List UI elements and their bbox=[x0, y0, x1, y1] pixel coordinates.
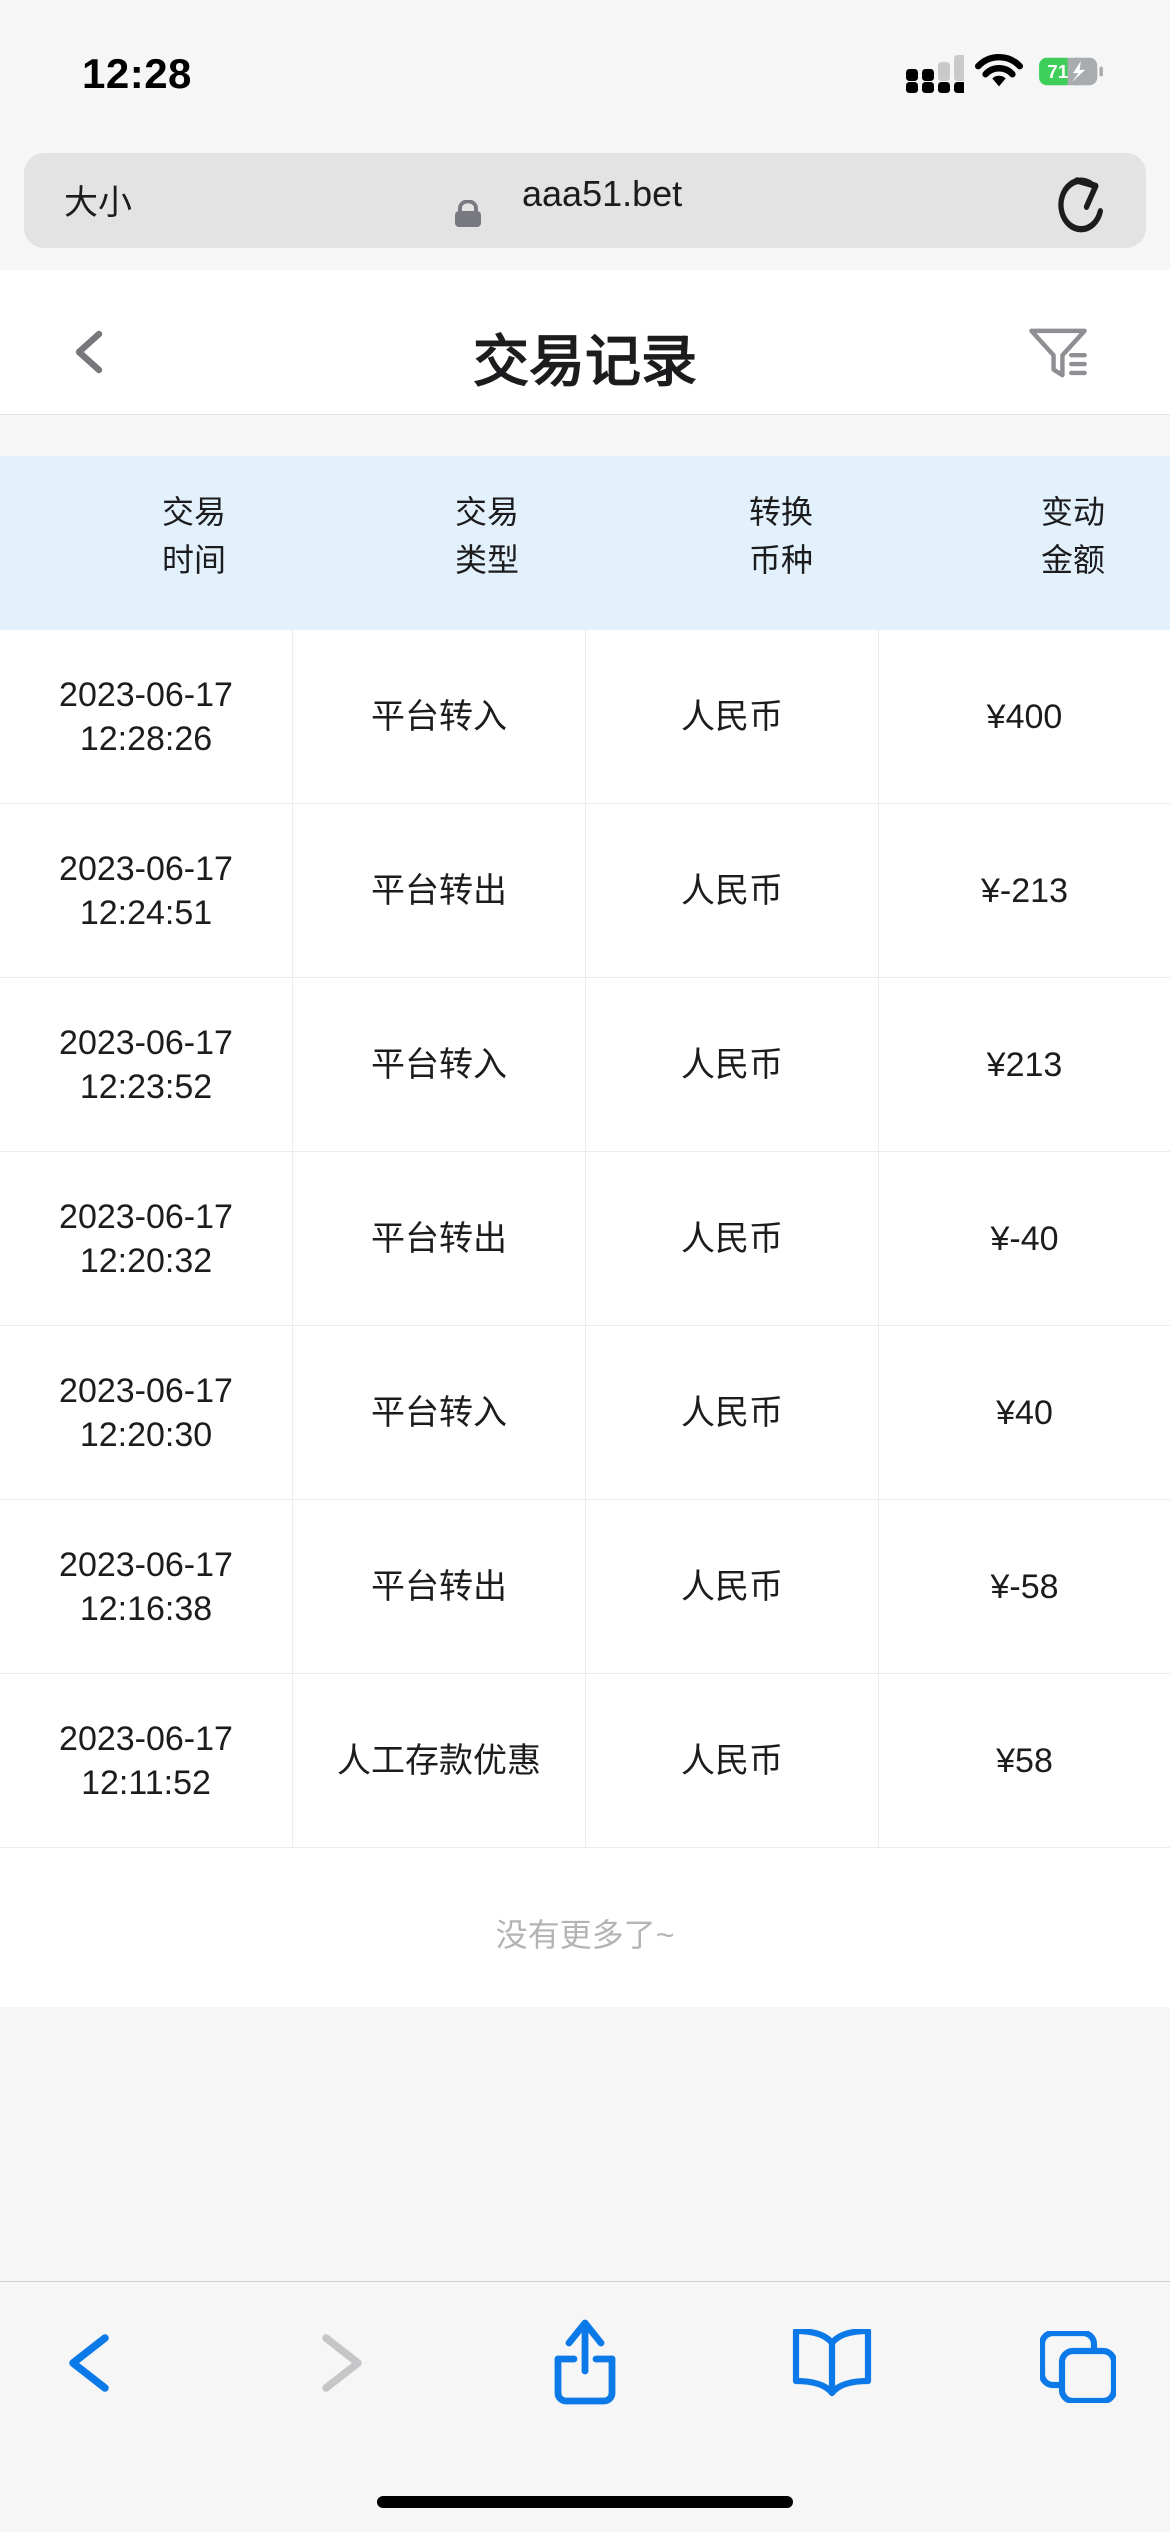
svg-text:71: 71 bbox=[1047, 61, 1068, 82]
